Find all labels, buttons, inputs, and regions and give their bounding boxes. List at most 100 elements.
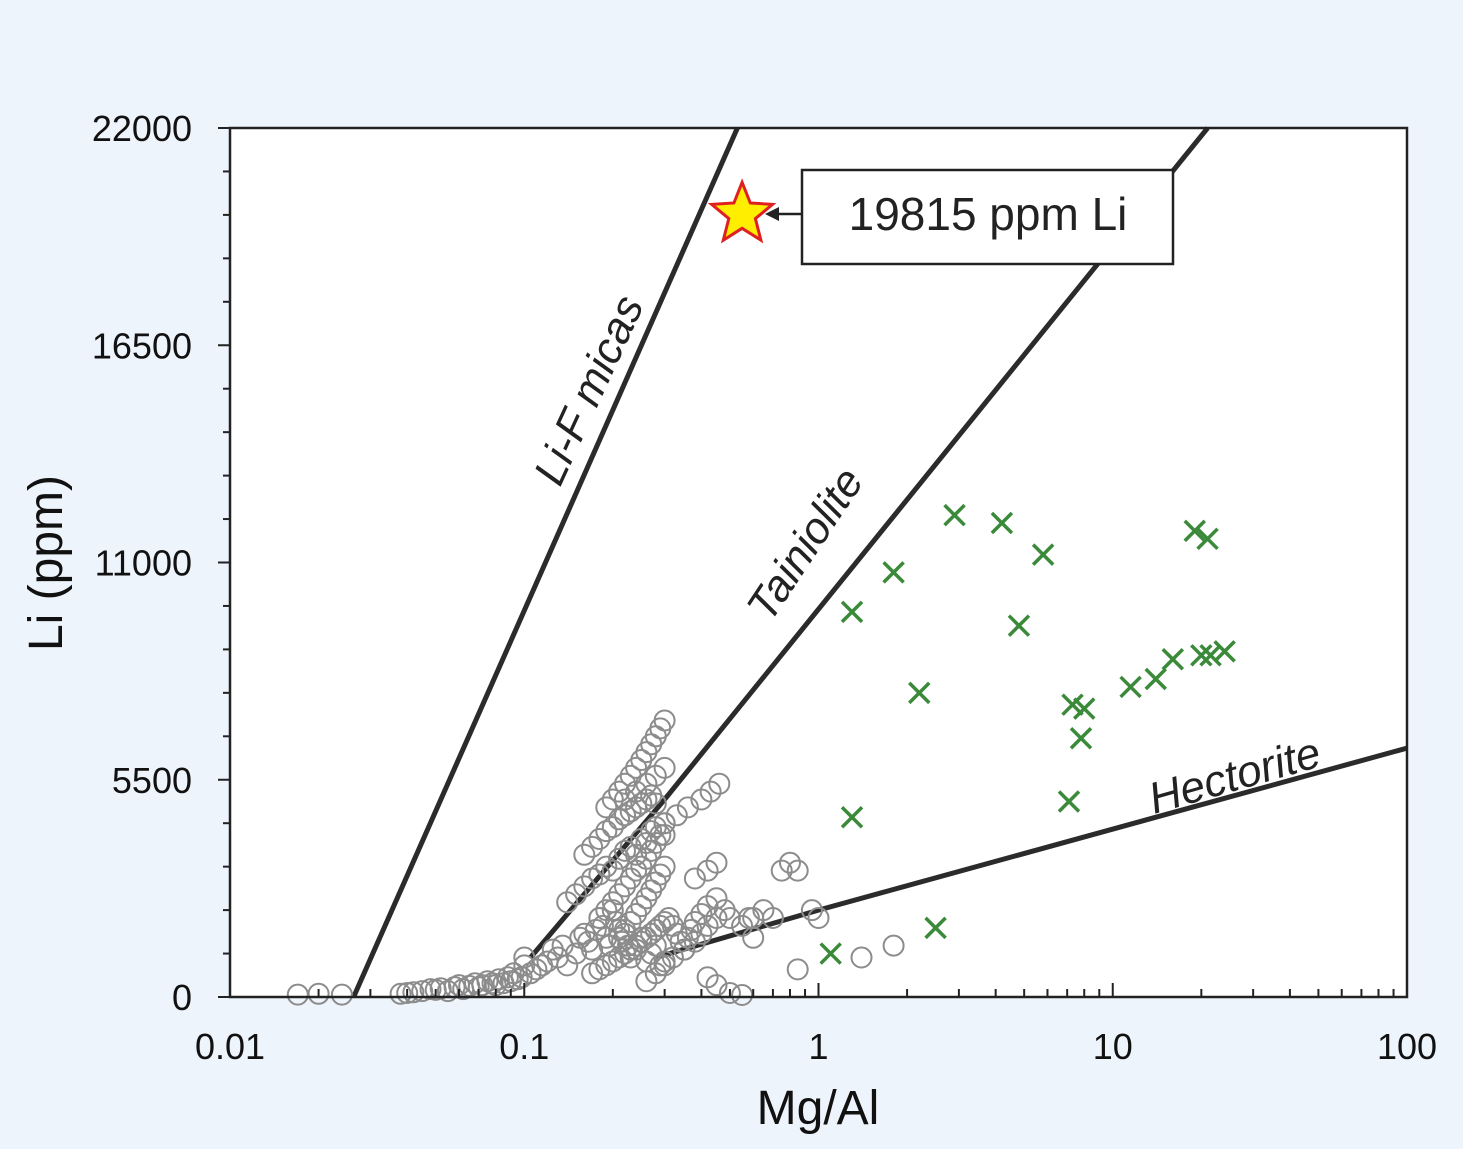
y-tick-label: 16500 <box>92 325 192 366</box>
data-point-circle <box>565 883 588 906</box>
cross-stroke <box>1190 644 1213 667</box>
x-axis-ticks: 0.01 0.1 1 10 100 <box>195 983 1437 1067</box>
data-point-circle <box>653 709 676 732</box>
data-point-circle <box>601 859 624 882</box>
cross-stroke <box>1061 693 1084 716</box>
data-point-circle <box>614 839 636 862</box>
data-point-circle <box>601 891 624 914</box>
data-point-circle <box>595 954 618 977</box>
data-point-circle <box>588 828 611 850</box>
y-axis-title: Li (ppm) <box>20 475 73 651</box>
data-point-circle <box>595 796 618 819</box>
data-point-circle <box>396 982 419 1004</box>
data-point-cross <box>1007 614 1031 637</box>
data-point-cross <box>990 511 1014 535</box>
data-point-circle <box>614 918 636 941</box>
data-point-circle <box>653 756 676 779</box>
data-point-cross <box>840 600 864 624</box>
data-point-cross <box>924 916 947 940</box>
data-point-circle <box>731 914 754 937</box>
cross-stroke <box>1119 675 1142 699</box>
cross-stroke <box>1007 614 1031 637</box>
data-point-circle <box>614 804 636 827</box>
y-axis-ticks: 0 5500 11000 16500 22000 <box>92 108 230 1018</box>
data-point-circle <box>436 980 459 1003</box>
data-point-circle <box>786 859 809 882</box>
data-point-circle <box>653 855 676 878</box>
data-point-circle <box>653 954 676 977</box>
data-point-circle <box>588 907 611 929</box>
data-point-circle <box>779 851 801 874</box>
data-point-circle <box>761 907 784 929</box>
data-point-circle <box>800 899 823 922</box>
data-point-circle <box>665 804 688 827</box>
data-point-circle <box>601 899 624 922</box>
cross-stroke <box>1183 519 1207 543</box>
data-point-circle <box>614 788 636 811</box>
y-tick-label: 22000 <box>92 108 192 149</box>
data-point-circle <box>487 968 510 991</box>
data-point-circle <box>882 934 905 957</box>
data-point-circle <box>705 907 728 929</box>
data-point-cross <box>1119 675 1142 699</box>
data-point-circle <box>330 983 353 1006</box>
data-point-circle <box>496 966 519 989</box>
data-point-cross <box>1183 519 1207 543</box>
data-point-circle <box>601 816 624 839</box>
data-point-circle <box>601 788 624 811</box>
data-point-circle <box>676 796 699 819</box>
cross-stroke <box>1069 727 1093 750</box>
data-point-circle <box>683 930 706 953</box>
data-point-circle <box>614 942 636 965</box>
data-point-circle <box>411 980 434 1003</box>
reference-line-0 <box>351 126 740 999</box>
cross-stroke <box>990 511 1014 535</box>
data-point-cross <box>1190 644 1213 667</box>
data-point-circle <box>786 958 809 981</box>
data-point-circle <box>614 875 636 898</box>
cross-stroke <box>924 916 947 940</box>
x-tick-label: 0.01 <box>195 1026 265 1067</box>
circle-series <box>286 709 905 1006</box>
data-point-circle <box>595 820 618 843</box>
plot-area <box>230 128 1407 997</box>
data-point-star <box>707 178 777 244</box>
callout-box <box>800 168 1175 266</box>
x-axis-title: Mg/Al <box>757 1082 880 1135</box>
cross-stroke <box>840 600 864 624</box>
data-point-circle <box>402 981 425 1004</box>
data-point-cross <box>908 681 931 705</box>
cross-stroke <box>1144 667 1167 691</box>
x-tick-label: 100 <box>1377 1026 1437 1067</box>
data-point-cross <box>1213 640 1236 663</box>
cross-series <box>819 503 1236 965</box>
data-point-cross <box>1072 697 1096 720</box>
cross-stroke <box>1199 644 1222 667</box>
data-point-cross <box>1057 790 1081 813</box>
data-point-circle <box>608 847 631 870</box>
y-tick-label: 5500 <box>112 760 192 801</box>
data-point-circle <box>661 946 684 969</box>
data-point-cross <box>1031 543 1055 566</box>
cross-stroke <box>1213 640 1236 663</box>
data-point-cross <box>882 561 905 584</box>
data-point-circle <box>608 808 631 831</box>
y-tick-label: 0 <box>172 977 192 1018</box>
star-series <box>707 178 777 244</box>
data-point-circle <box>389 982 412 1005</box>
data-point-circle <box>573 875 596 898</box>
data-point-circle <box>588 863 611 886</box>
data-point-circle <box>608 946 631 969</box>
x-tick-label: 0.1 <box>499 1026 549 1067</box>
data-point-circle <box>519 962 542 985</box>
data-point-circle <box>581 835 604 858</box>
data-point-circle <box>595 855 618 878</box>
data-point-cross <box>1069 727 1093 750</box>
data-point-circle <box>850 946 873 969</box>
data-point-circle <box>690 922 713 945</box>
cross-stroke <box>1031 543 1055 566</box>
cross-stroke <box>943 503 966 527</box>
cross-stroke <box>1196 527 1219 551</box>
data-point-circle <box>601 950 624 973</box>
